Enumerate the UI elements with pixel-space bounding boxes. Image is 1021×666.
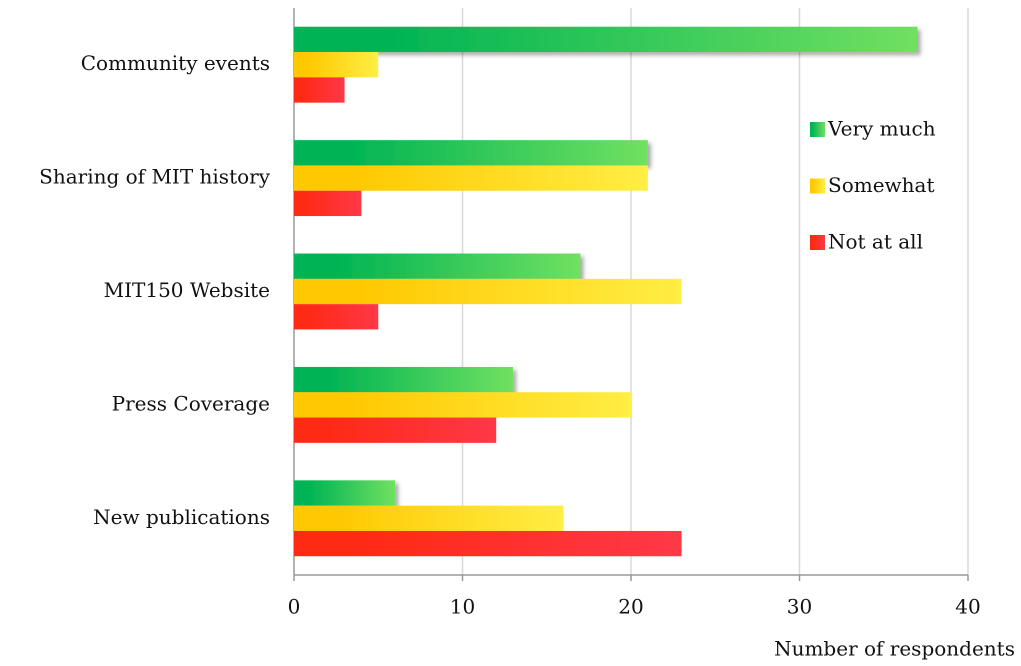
y-tick-label: Community events (81, 51, 270, 75)
bar (294, 392, 631, 418)
bar (294, 278, 682, 305)
bar (294, 253, 581, 279)
legend-label: Very much (827, 117, 936, 141)
bar (294, 505, 564, 531)
bar (294, 530, 682, 557)
x-axis-label: Number of respondents (774, 637, 1015, 661)
bar (294, 140, 648, 166)
bar (294, 190, 362, 217)
bar (294, 52, 379, 78)
bar (294, 417, 497, 443)
legend-label: Somewhat (828, 173, 935, 197)
bar (294, 26, 918, 53)
x-tick-label: 0 (288, 595, 301, 619)
y-tick-label: New publications (93, 505, 270, 529)
bar (294, 165, 648, 191)
bar (294, 77, 345, 103)
y-tick-label: Press Coverage (112, 391, 270, 415)
y-tick-label: Sharing of MIT history (39, 165, 271, 189)
legend-label: Not at all (828, 230, 923, 254)
y-tick-label: MIT150 Website (104, 278, 270, 302)
legend-swatch (810, 122, 825, 137)
bar (294, 480, 396, 506)
x-tick-label: 40 (955, 595, 980, 619)
legend-swatch (810, 235, 825, 250)
bar (294, 366, 514, 393)
bar (294, 304, 379, 330)
legend-swatch (810, 178, 825, 194)
x-tick-label: 30 (787, 595, 812, 619)
x-tick-label: 10 (450, 595, 475, 619)
x-tick-label: 20 (618, 595, 643, 619)
